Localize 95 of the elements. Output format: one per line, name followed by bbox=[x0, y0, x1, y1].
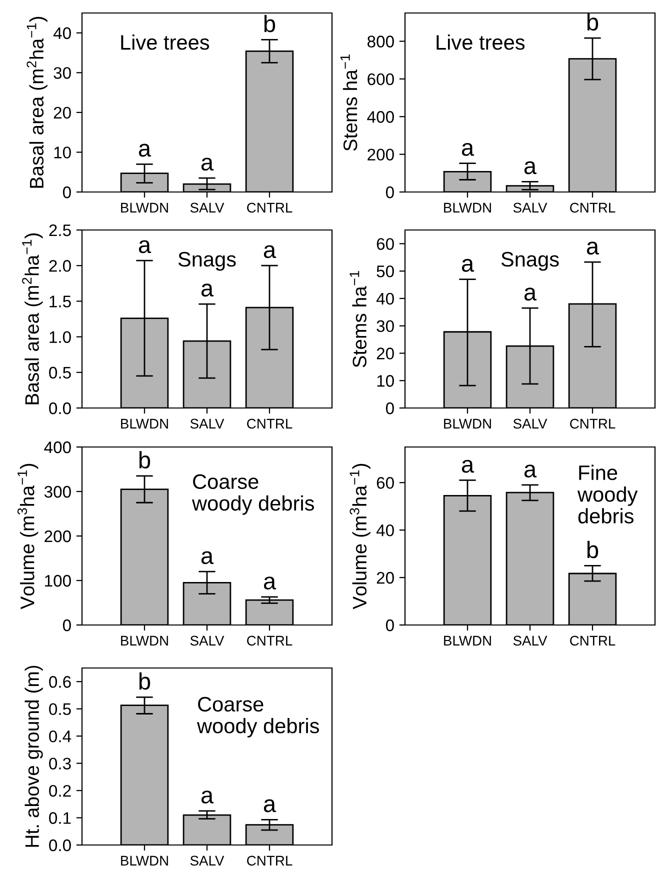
y-tick-label: 40 bbox=[53, 27, 71, 40]
y-tick-label: 2.0 bbox=[49, 260, 71, 272]
x-tick-label: SALV bbox=[190, 636, 224, 646]
y-axis-title: Basal area (m$^{2}$ha$^{−1}$) bbox=[26, 16, 48, 188]
annotation: a bbox=[462, 258, 474, 272]
text: Fine woody debris bbox=[577, 464, 638, 524]
x-tick-label: SALV bbox=[513, 418, 548, 429]
x-tick-label: SALV bbox=[190, 856, 224, 866]
y-tick-label: 30 bbox=[376, 320, 394, 332]
annotation: a bbox=[524, 464, 537, 478]
y-tick-label: 200 bbox=[368, 148, 394, 161]
y-tick-label: 0.6 bbox=[49, 676, 71, 688]
x-tick-label: CNTRL bbox=[247, 202, 292, 213]
annotation: a bbox=[586, 242, 600, 255]
y-tick-label: 10 bbox=[377, 375, 394, 387]
y-tick-label: 200 bbox=[44, 530, 71, 542]
annotation: a bbox=[201, 284, 214, 297]
y-tick-label: 0 bbox=[62, 186, 71, 198]
y-axis-title: Ht. above ground (m) bbox=[24, 666, 43, 847]
annotation: b bbox=[587, 540, 598, 558]
text: Snags bbox=[178, 252, 236, 271]
y-tick-label: 20 bbox=[54, 106, 71, 119]
annotation: a bbox=[201, 158, 214, 171]
text: Live trees bbox=[121, 34, 210, 50]
x-tick-label: CNTRL bbox=[570, 418, 616, 429]
annotation: a bbox=[462, 142, 474, 156]
y-tick-label: 0.0 bbox=[49, 402, 71, 414]
text: Coarse woody debris bbox=[196, 696, 319, 738]
y-axis-title: Basal area (m$^{2}$ha$^{−1}$) bbox=[22, 233, 43, 404]
y-tick-label: 300 bbox=[44, 486, 71, 498]
y-tick-label: 10 bbox=[54, 146, 71, 158]
x-tick-label: CNTRL bbox=[570, 636, 616, 646]
y-tick-label: 40 bbox=[376, 524, 394, 536]
y-tick-label: 400 bbox=[367, 111, 394, 123]
text: Snags bbox=[501, 252, 559, 271]
annotation: a bbox=[264, 245, 276, 258]
annotation: a bbox=[264, 799, 276, 812]
x-tick-label: CNTRL bbox=[247, 418, 292, 429]
text: Live trees bbox=[436, 34, 525, 50]
x-tick-label: CNTRL bbox=[570, 202, 616, 213]
x-tick-label: BLWDN bbox=[121, 418, 168, 428]
y-tick-label: 2.5 bbox=[49, 224, 71, 236]
annotation: b bbox=[587, 13, 598, 31]
y-tick-label: 60 bbox=[376, 238, 394, 250]
annotation: a bbox=[524, 161, 537, 174]
y-tick-label: 0.5 bbox=[49, 366, 71, 379]
y-axis-title: Stems ha$^{−1}$ bbox=[340, 54, 358, 151]
annotation: b bbox=[139, 451, 150, 468]
y-tick-label: 800 bbox=[368, 36, 394, 48]
x-tick-label: SALV bbox=[513, 636, 548, 646]
y-tick-label: 400 bbox=[44, 441, 71, 454]
y-tick-label: 0.5 bbox=[49, 703, 71, 716]
x-tick-label: BLWDN bbox=[121, 636, 168, 646]
x-tick-label: BLWDN bbox=[444, 202, 491, 212]
annotation: a bbox=[138, 240, 152, 254]
annotation: a bbox=[201, 551, 214, 564]
y-tick-label: 50 bbox=[376, 265, 394, 278]
y-tick-label: 1.5 bbox=[50, 296, 71, 308]
y-tick-label: 60 bbox=[376, 477, 394, 489]
x-tick-label: BLWDN bbox=[121, 856, 168, 866]
annotation: a bbox=[462, 460, 474, 473]
y-tick-label: 40 bbox=[376, 292, 394, 305]
y-tick-label: 0.2 bbox=[49, 784, 71, 797]
annotation: a bbox=[201, 790, 214, 804]
y-tick-label: 100 bbox=[45, 574, 71, 587]
x-tick-label: CNTRL bbox=[247, 856, 292, 866]
x-tick-label: BLWDN bbox=[121, 202, 168, 212]
y-tick-label: 0 bbox=[386, 619, 394, 632]
y-axis-title: Volume (m$^{3}$ha$^{−1}$) bbox=[350, 464, 370, 610]
y-tick-label: 0 bbox=[386, 402, 394, 414]
y-tick-label: 0 bbox=[62, 619, 71, 632]
y-axis-title: Volume (m$^{3}$ha$^{−1}$) bbox=[17, 464, 38, 610]
y-tick-label: 0.3 bbox=[49, 758, 71, 770]
text: Coarse woody debris bbox=[192, 474, 314, 515]
y-tick-label: 1.0 bbox=[50, 331, 71, 344]
y-tick-label: 20 bbox=[376, 348, 394, 360]
y-tick-label: 0.0 bbox=[49, 839, 71, 852]
x-tick-label: SALV bbox=[190, 418, 224, 429]
x-tick-label: BLWDN bbox=[444, 418, 491, 428]
y-tick-label: 0.4 bbox=[49, 730, 72, 742]
annotation: a bbox=[264, 576, 276, 590]
y-tick-label: 0 bbox=[386, 186, 394, 198]
annotation: b bbox=[139, 672, 150, 690]
x-tick-label: BLWDN bbox=[444, 636, 491, 646]
y-tick-label: 20 bbox=[376, 572, 394, 584]
x-tick-label: SALV bbox=[513, 202, 548, 213]
annotation: a bbox=[138, 144, 152, 157]
x-tick-label: CNTRL bbox=[247, 636, 292, 646]
y-axis-title: Stems ha$^{−1}$ bbox=[350, 271, 366, 368]
x-tick-label: SALV bbox=[190, 202, 224, 213]
annotation: b bbox=[264, 14, 276, 32]
y-tick-label: 600 bbox=[368, 73, 394, 86]
y-tick-label: 30 bbox=[54, 67, 71, 79]
y-tick-label: 0.1 bbox=[49, 812, 71, 824]
annotation: a bbox=[524, 288, 537, 301]
